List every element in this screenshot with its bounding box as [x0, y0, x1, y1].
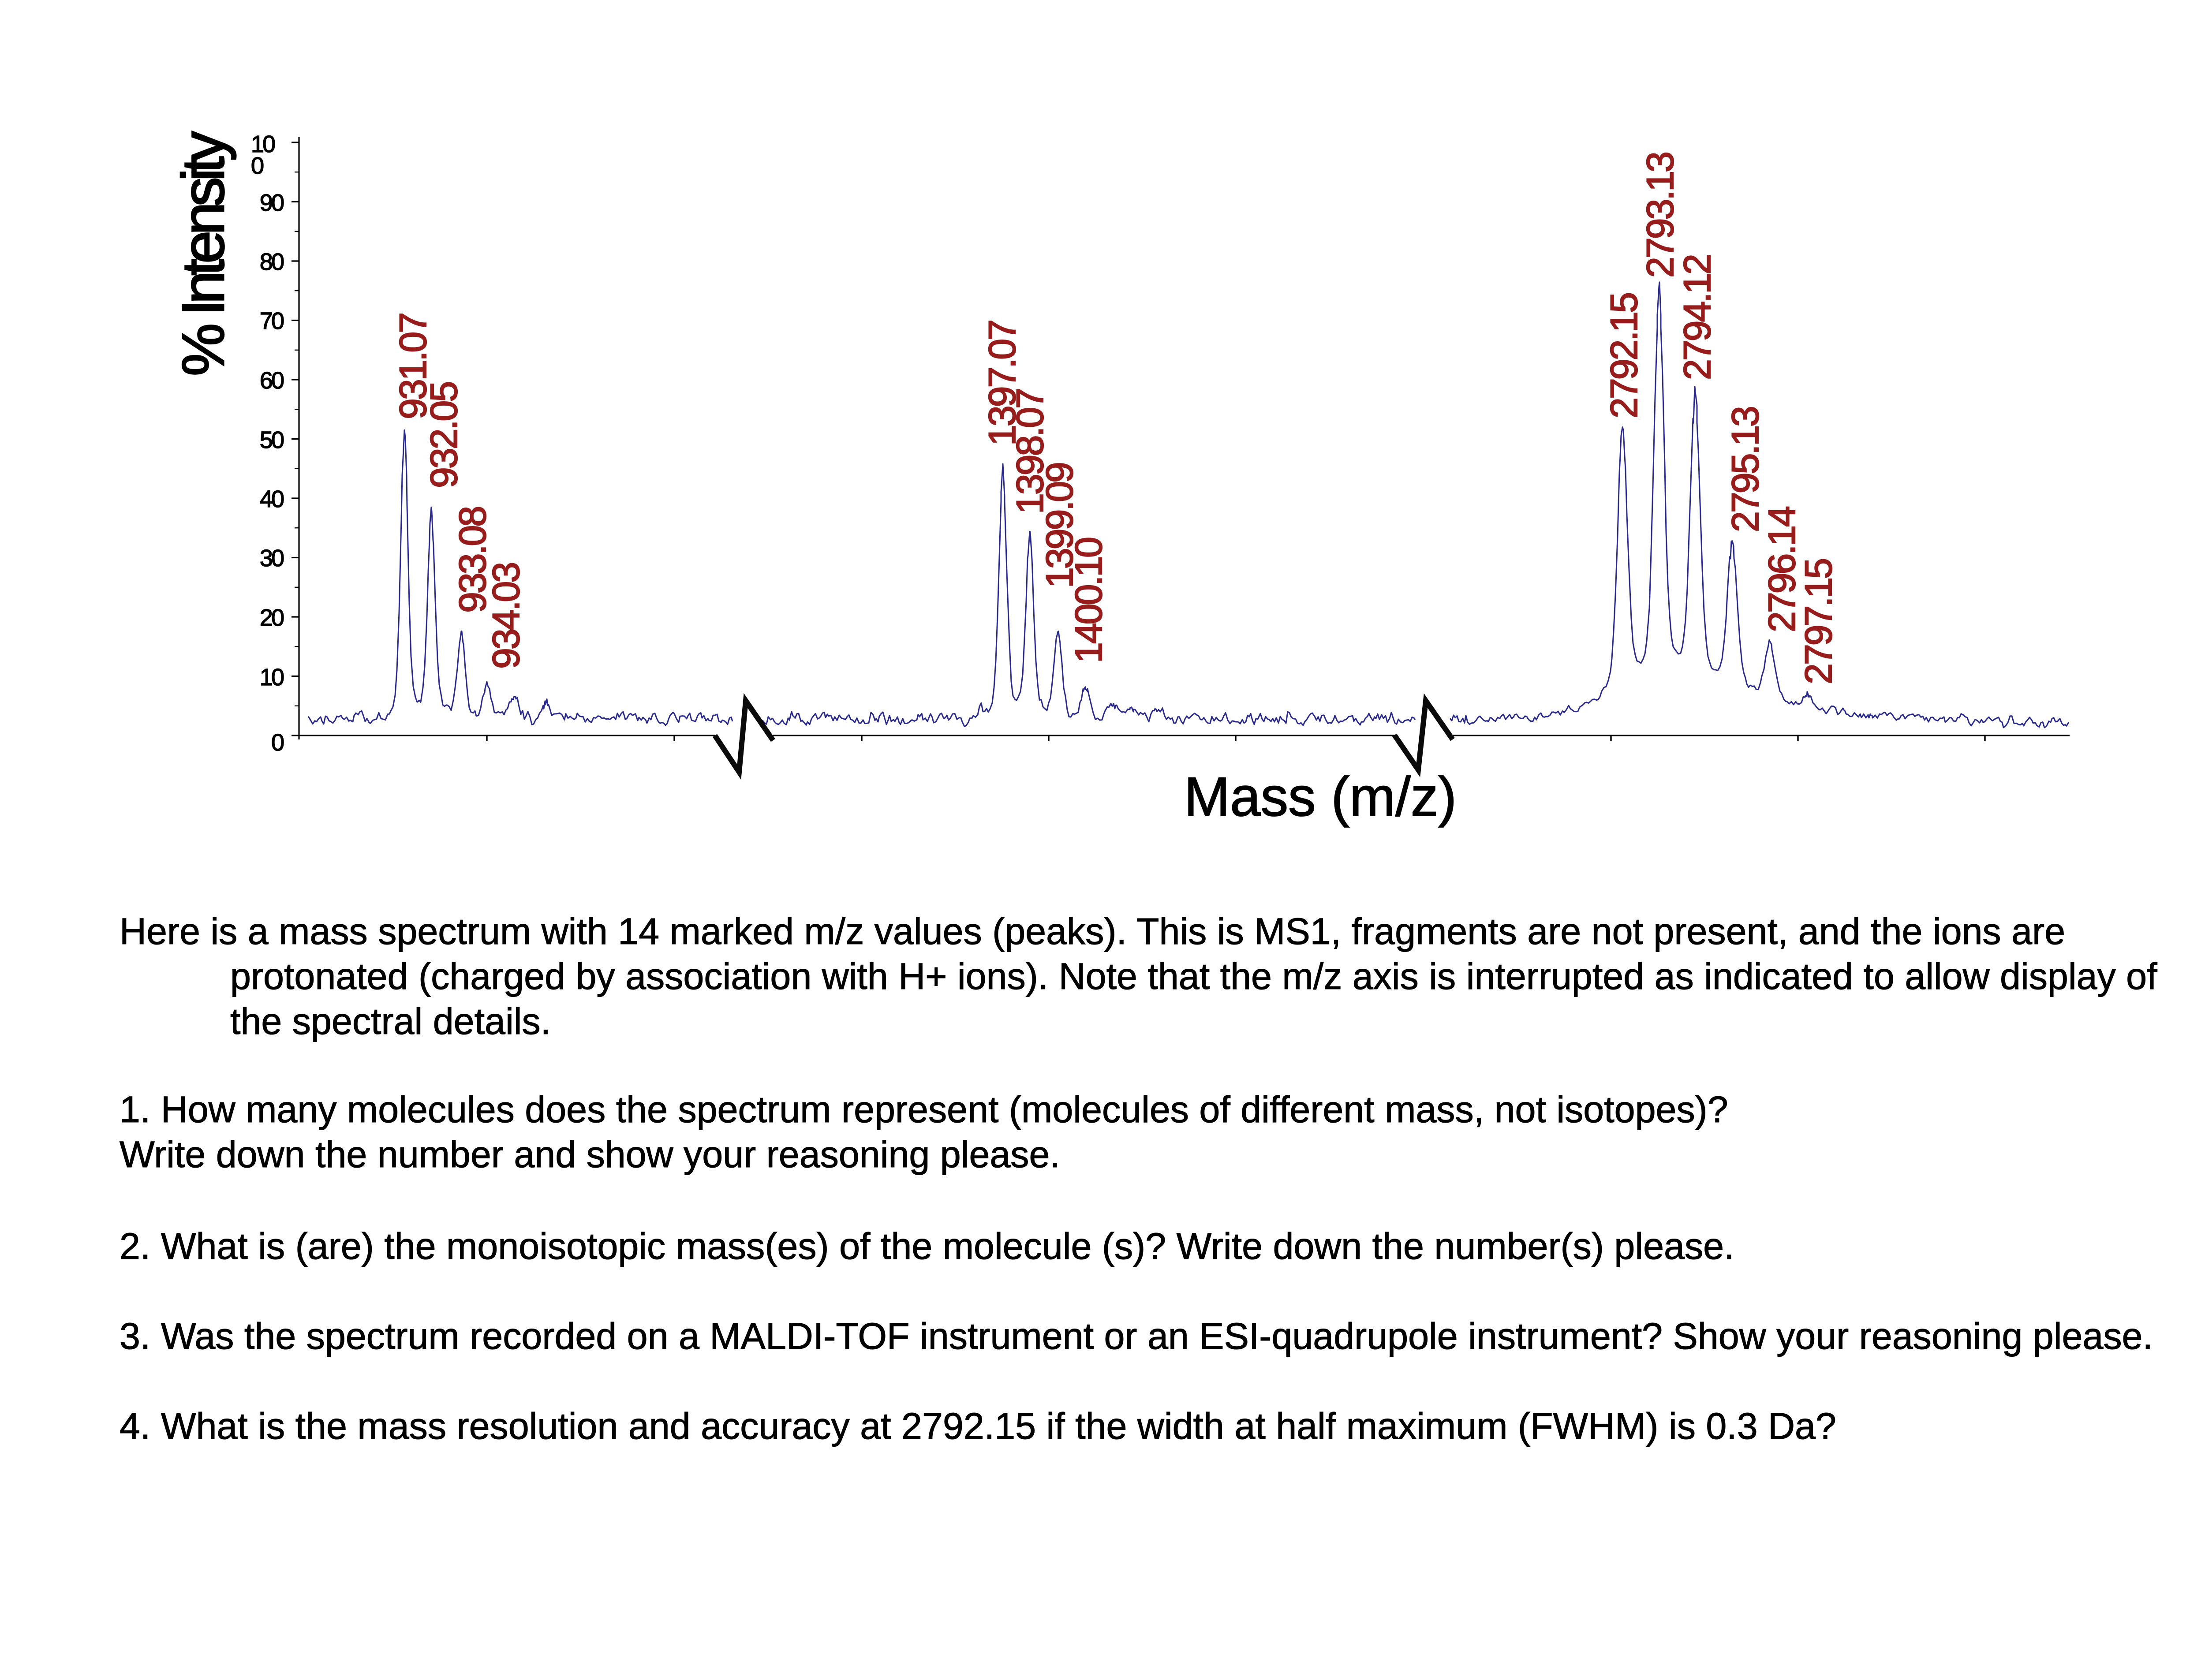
svg-text:80: 80 [260, 249, 284, 275]
svg-text:10: 10 [260, 664, 284, 691]
svg-text:0: 0 [251, 153, 263, 179]
svg-text:1400.10: 1400.10 [1068, 538, 1110, 663]
svg-text:2795.13: 2795.13 [1724, 407, 1767, 532]
svg-text:2792.15: 2792.15 [1603, 293, 1645, 418]
svg-text:931.07: 931.07 [392, 314, 434, 419]
svg-text:70: 70 [260, 308, 284, 334]
svg-text:1397.07: 1397.07 [981, 321, 1024, 446]
svg-text:Mass (m/z): Mass (m/z) [1184, 766, 1457, 828]
svg-text:30: 30 [260, 545, 284, 571]
svg-text:1399.09: 1399.09 [1039, 463, 1081, 588]
svg-text:10: 10 [251, 131, 275, 157]
svg-text:20: 20 [260, 605, 284, 631]
svg-text:60: 60 [260, 367, 284, 394]
svg-text:934.03: 934.03 [485, 563, 527, 669]
svg-text:0: 0 [271, 729, 284, 756]
svg-text:933.08: 933.08 [452, 507, 494, 613]
svg-text:2794.12: 2794.12 [1676, 255, 1719, 380]
svg-text:50: 50 [260, 427, 284, 453]
svg-text:932.05: 932.05 [423, 382, 465, 488]
svg-text:% Intensity: % Intensity [170, 131, 236, 376]
svg-text:1398.07: 1398.07 [1009, 389, 1051, 514]
svg-text:2797.15: 2797.15 [1798, 559, 1840, 684]
svg-text:2793.13: 2793.13 [1639, 153, 1682, 278]
svg-text:90: 90 [260, 190, 284, 216]
svg-text:40: 40 [260, 486, 284, 512]
svg-text:2796.14: 2796.14 [1761, 507, 1803, 632]
